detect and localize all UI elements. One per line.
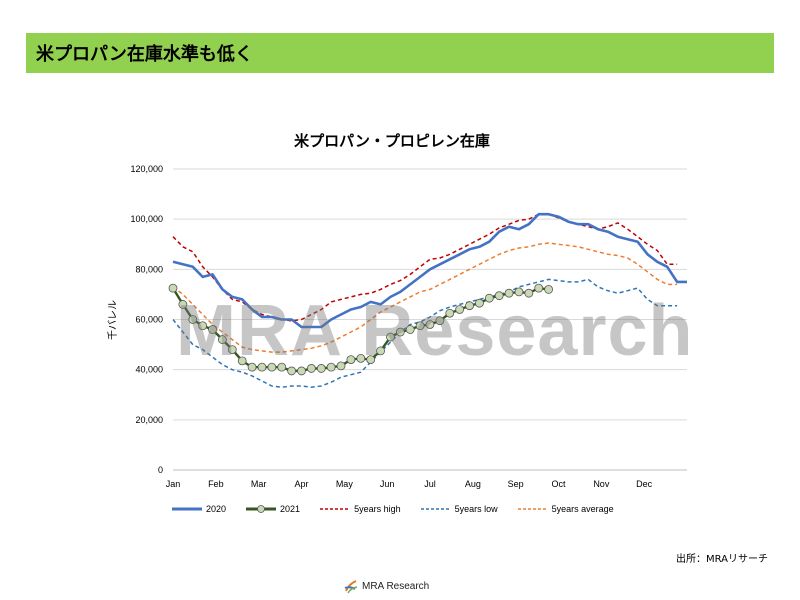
y-tick-label: 40,000: [135, 365, 163, 375]
slide-title: 米プロパン在庫水準も低く: [36, 44, 253, 65]
data-point-2021: [376, 346, 385, 356]
mra-logo-icon: [344, 580, 358, 594]
y-tick-label: 100,000: [130, 214, 163, 224]
legend-item-5years-low: 5years low: [420, 504, 498, 514]
legend-swatch-5years-high: [320, 508, 351, 510]
data-point-2021: [534, 283, 544, 293]
legend-item-2021: 2021: [246, 504, 300, 514]
legend-swatch-2021: [246, 505, 277, 513]
series-line-5years-low: [172, 278, 678, 388]
data-point-2021: [494, 291, 504, 301]
data-point-2021: [455, 305, 465, 314]
x-tick-label: Nov: [593, 479, 610, 489]
chart-title: 米プロパン・プロピレン在庫: [294, 132, 490, 150]
y-tick-label: 20,000: [135, 415, 163, 425]
legend-label-2020: 2020: [206, 504, 227, 514]
data-point-2021: [504, 288, 514, 298]
x-tick-label: Aug: [465, 479, 481, 489]
legend-label-5years-high: 5years high: [354, 504, 401, 514]
data-point-2021: [336, 361, 346, 371]
x-tick-label: Jun: [380, 479, 395, 489]
data-point-2021: [277, 362, 287, 372]
data-point-2021: [465, 301, 474, 311]
x-tick-label: Jul: [424, 479, 436, 489]
data-point-2021: [435, 316, 445, 326]
data-point-2021: [366, 355, 376, 365]
data-point-2021: [297, 366, 306, 376]
legend-label-5years-average: 5years average: [551, 504, 614, 514]
data-point-2021: [257, 362, 267, 372]
x-tick-label: Sep: [508, 479, 524, 489]
legend-item-5years-average: 5years average: [517, 504, 614, 514]
data-point-2021: [316, 364, 326, 373]
x-tick-label: Feb: [208, 479, 224, 489]
data-point-2021: [475, 298, 484, 308]
series-line-5years-average: [172, 242, 678, 353]
y-tick-label: 0: [158, 465, 163, 475]
legend-label-5years-low: 5years low: [454, 504, 498, 514]
y-tick-label: 120,000: [130, 164, 163, 174]
data-point-2021: [425, 320, 435, 329]
legend-label-2021: 2021: [280, 504, 301, 514]
data-point-2021: [405, 325, 415, 334]
data-point-2021: [445, 308, 455, 318]
x-tick-label: Mar: [251, 479, 267, 489]
data-point-2021: [188, 315, 198, 324]
data-point-2021: [227, 345, 237, 355]
data-point-2021: [386, 332, 395, 342]
data-point-2021: [544, 284, 554, 294]
data-point-2021: [484, 293, 494, 303]
data-point-2021: [395, 327, 405, 337]
y-tick-label: 60,000: [135, 315, 163, 325]
data-point-2021: [267, 362, 277, 372]
legend-swatch-5years-average: [517, 508, 548, 510]
y-tick-label: 80,000: [135, 264, 163, 274]
data-point-2021: [514, 287, 524, 297]
x-tick-label: Oct: [551, 479, 566, 489]
data-point-2021: [178, 300, 188, 309]
footer-logo-text: MRA Research: [362, 580, 430, 592]
legend-item-5years-high: 5years high: [320, 504, 401, 514]
data-point-2021: [218, 335, 227, 344]
source-note: 出所：MRAリサーチ: [675, 554, 768, 565]
x-tick-label: Apr: [294, 479, 308, 489]
footer-logo: MRA Research: [343, 578, 429, 594]
watermark: MRA Research: [176, 291, 694, 371]
data-point-2021: [326, 362, 336, 372]
data-point-2021: [356, 353, 366, 363]
data-point-2021: [237, 356, 247, 366]
y-axis-label: 千バレル: [107, 300, 119, 340]
data-point-2021: [168, 283, 178, 293]
x-tick-label: May: [336, 479, 354, 489]
slide-header: 米プロパン在庫水準も低く: [26, 33, 774, 73]
data-point-2021: [208, 325, 217, 334]
legend-item-2020: 2020: [172, 504, 226, 514]
data-point-2021: [415, 321, 425, 331]
data-point-2021: [287, 366, 297, 376]
data-point-2021: [524, 288, 534, 298]
x-tick-label: Jan: [166, 479, 181, 489]
data-point-2021: [346, 355, 356, 365]
data-point-2021: [198, 321, 208, 331]
data-point-2021: [247, 362, 257, 372]
data-point-2021: [306, 364, 316, 373]
chart-legend: 2020 2021 5years high 5years low 5years …: [172, 501, 634, 517]
x-tick-label: Dec: [636, 479, 653, 489]
legend-swatch-2020: [172, 507, 202, 511]
legend-swatch-5years-low: [420, 508, 451, 510]
series-line-2020: [172, 212, 687, 329]
